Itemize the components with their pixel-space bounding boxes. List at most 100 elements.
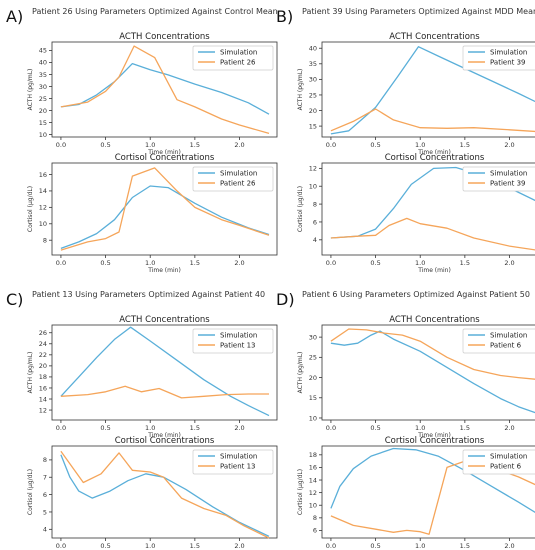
legend-entry: Simulation (220, 453, 257, 461)
y-axis-label: ACTH (pg/mL) (297, 69, 304, 111)
y-tick-label: 10 (39, 131, 47, 139)
y-tick-label: 18 (309, 451, 317, 459)
panel-1: A) Patient 26 Using Parameters Optimized … (6, 7, 278, 274)
x-tick-label: 0.5 (100, 141, 110, 149)
x-tick-label: 1.5 (190, 542, 200, 550)
legend: Simulation Patient 39 (462, 45, 535, 71)
panel-letter: B) (276, 7, 293, 26)
plot-title: ACTH Concentrations (119, 315, 210, 325)
y-tick-label: 14 (39, 187, 47, 195)
y-tick-label: 8 (43, 237, 47, 245)
x-tick-label: 0.0 (326, 259, 336, 267)
x-tick-label: 1.0 (145, 259, 155, 267)
x-axis-label: Time (min) (417, 267, 451, 274)
x-tick-label: 1.5 (460, 259, 470, 267)
x-axis-label: Time (min) (147, 267, 181, 274)
y-tick-label: 5 (43, 508, 47, 516)
y-tick-label: 30 (39, 83, 47, 91)
y-tick-label: 6 (43, 491, 47, 499)
patient-line (330, 108, 535, 133)
x-tick-label: 1.0 (145, 424, 155, 432)
legend: Simulation Patient 13 (192, 449, 274, 475)
y-tick-label: 10 (309, 183, 317, 191)
y-tick-label: 35 (39, 71, 47, 79)
x-tick-label: 0.5 (100, 424, 110, 432)
simulation-line (60, 454, 270, 537)
x-tick-label: 0.0 (326, 141, 336, 149)
x-tick-label: 2.0 (234, 141, 244, 149)
panel-letter: A) (6, 7, 23, 26)
y-tick-label: 15 (309, 394, 317, 402)
plot-title: ACTH Concentrations (389, 32, 480, 42)
acth-plot: ACTH Concentrations 0.0 0.5 1.0 1.5 2.0 10 15 20… (27, 32, 278, 156)
patient-line (60, 167, 270, 251)
legend: Simulation Patient 26 (192, 166, 274, 192)
cortisol-plot: Cortisol Concentrations 0.0 0.5 1.0 1.5 2.0 8 1… (27, 153, 278, 274)
plot-frame (321, 324, 535, 421)
plot-frame (321, 162, 535, 256)
legend-entry: Patient 6 (490, 342, 522, 350)
y-axis-label: Cortisol (µg/dL) (297, 186, 304, 232)
plot-title: Cortisol Concentrations (385, 153, 485, 163)
legend: Simulation Patient 26 (192, 45, 274, 71)
y-tick-label: 30 (309, 333, 317, 341)
y-tick-label: 24 (39, 340, 47, 348)
simulation-line (60, 62, 270, 115)
y-tick-label: 8 (313, 514, 317, 522)
x-tick-label: 1.5 (460, 542, 470, 550)
x-axis-label: Time (min) (417, 149, 451, 156)
x-tick-label: 0.5 (370, 542, 380, 550)
x-tick-label: 2.0 (234, 424, 244, 432)
y-axis-label: ACTH (pg/mL) (297, 352, 304, 394)
y-tick-label: 16 (39, 171, 47, 179)
y-axis-label: Cortisol (µg/dL) (297, 469, 304, 515)
x-tick-label: 0.5 (100, 542, 110, 550)
x-tick-label: 0.5 (370, 141, 380, 149)
legend-entry: Simulation (220, 332, 257, 340)
y-tick-label: 8 (43, 456, 47, 464)
x-tick-label: 1.5 (190, 424, 200, 432)
legend-entry: Patient 39 (490, 180, 526, 188)
x-axis-label: Time (min) (417, 432, 451, 439)
y-tick-label: 20 (309, 107, 317, 115)
acth-plot: ACTH Concentrations 0.0 0.5 1.0 1.5 2.0 15 20 25… (297, 32, 535, 156)
y-tick-label: 14 (39, 395, 47, 403)
y-tick-label: 10 (39, 220, 47, 228)
y-tick-label: 6 (313, 527, 317, 535)
y-tick-label: 30 (309, 76, 317, 84)
x-tick-label: 1.0 (415, 424, 425, 432)
plot-title: ACTH Concentrations (119, 32, 210, 42)
x-tick-label: 2.0 (234, 259, 244, 267)
x-tick-label: 1.0 (145, 542, 155, 550)
legend-entry: Simulation (490, 332, 527, 340)
legend-entry: Patient 26 (220, 59, 256, 67)
y-axis-label: Cortisol (µg/dL) (27, 186, 34, 232)
y-tick-label: 15 (309, 122, 317, 130)
x-axis-label: Time (min) (147, 432, 181, 439)
y-tick-label: 20 (309, 374, 317, 382)
y-tick-label: 4 (43, 526, 47, 534)
x-tick-label: 1.0 (415, 542, 425, 550)
y-tick-label: 20 (39, 362, 47, 370)
y-tick-label: 12 (309, 489, 317, 497)
legend: Simulation Patient 13 (192, 328, 274, 354)
y-tick-label: 26 (39, 329, 47, 337)
x-tick-label: 2.0 (234, 542, 244, 550)
plot-frame (321, 445, 535, 539)
x-tick-label: 0.5 (370, 259, 380, 267)
plot-title: ACTH Concentrations (389, 315, 480, 325)
legend-entry: Patient 13 (220, 342, 256, 350)
x-tick-label: 0.5 (370, 424, 380, 432)
legend-entry: Patient 13 (220, 463, 256, 471)
panel-3: C) Patient 13 Using Parameters Optimized … (6, 290, 278, 550)
y-tick-label: 12 (39, 406, 47, 414)
cortisol-plot: Cortisol Concentrations 0.0 0.5 1.0 1.5 2.0 6 8… (297, 436, 535, 550)
panel-title: Patient 26 Using Parameters Optimized Ag… (32, 7, 278, 16)
x-tick-label: 2.0 (504, 141, 514, 149)
panel-letter: D) (276, 290, 295, 309)
simulation-line (60, 185, 270, 250)
patient-line (60, 450, 270, 539)
simulation-line (330, 46, 535, 135)
x-tick-label: 0.0 (56, 542, 66, 550)
